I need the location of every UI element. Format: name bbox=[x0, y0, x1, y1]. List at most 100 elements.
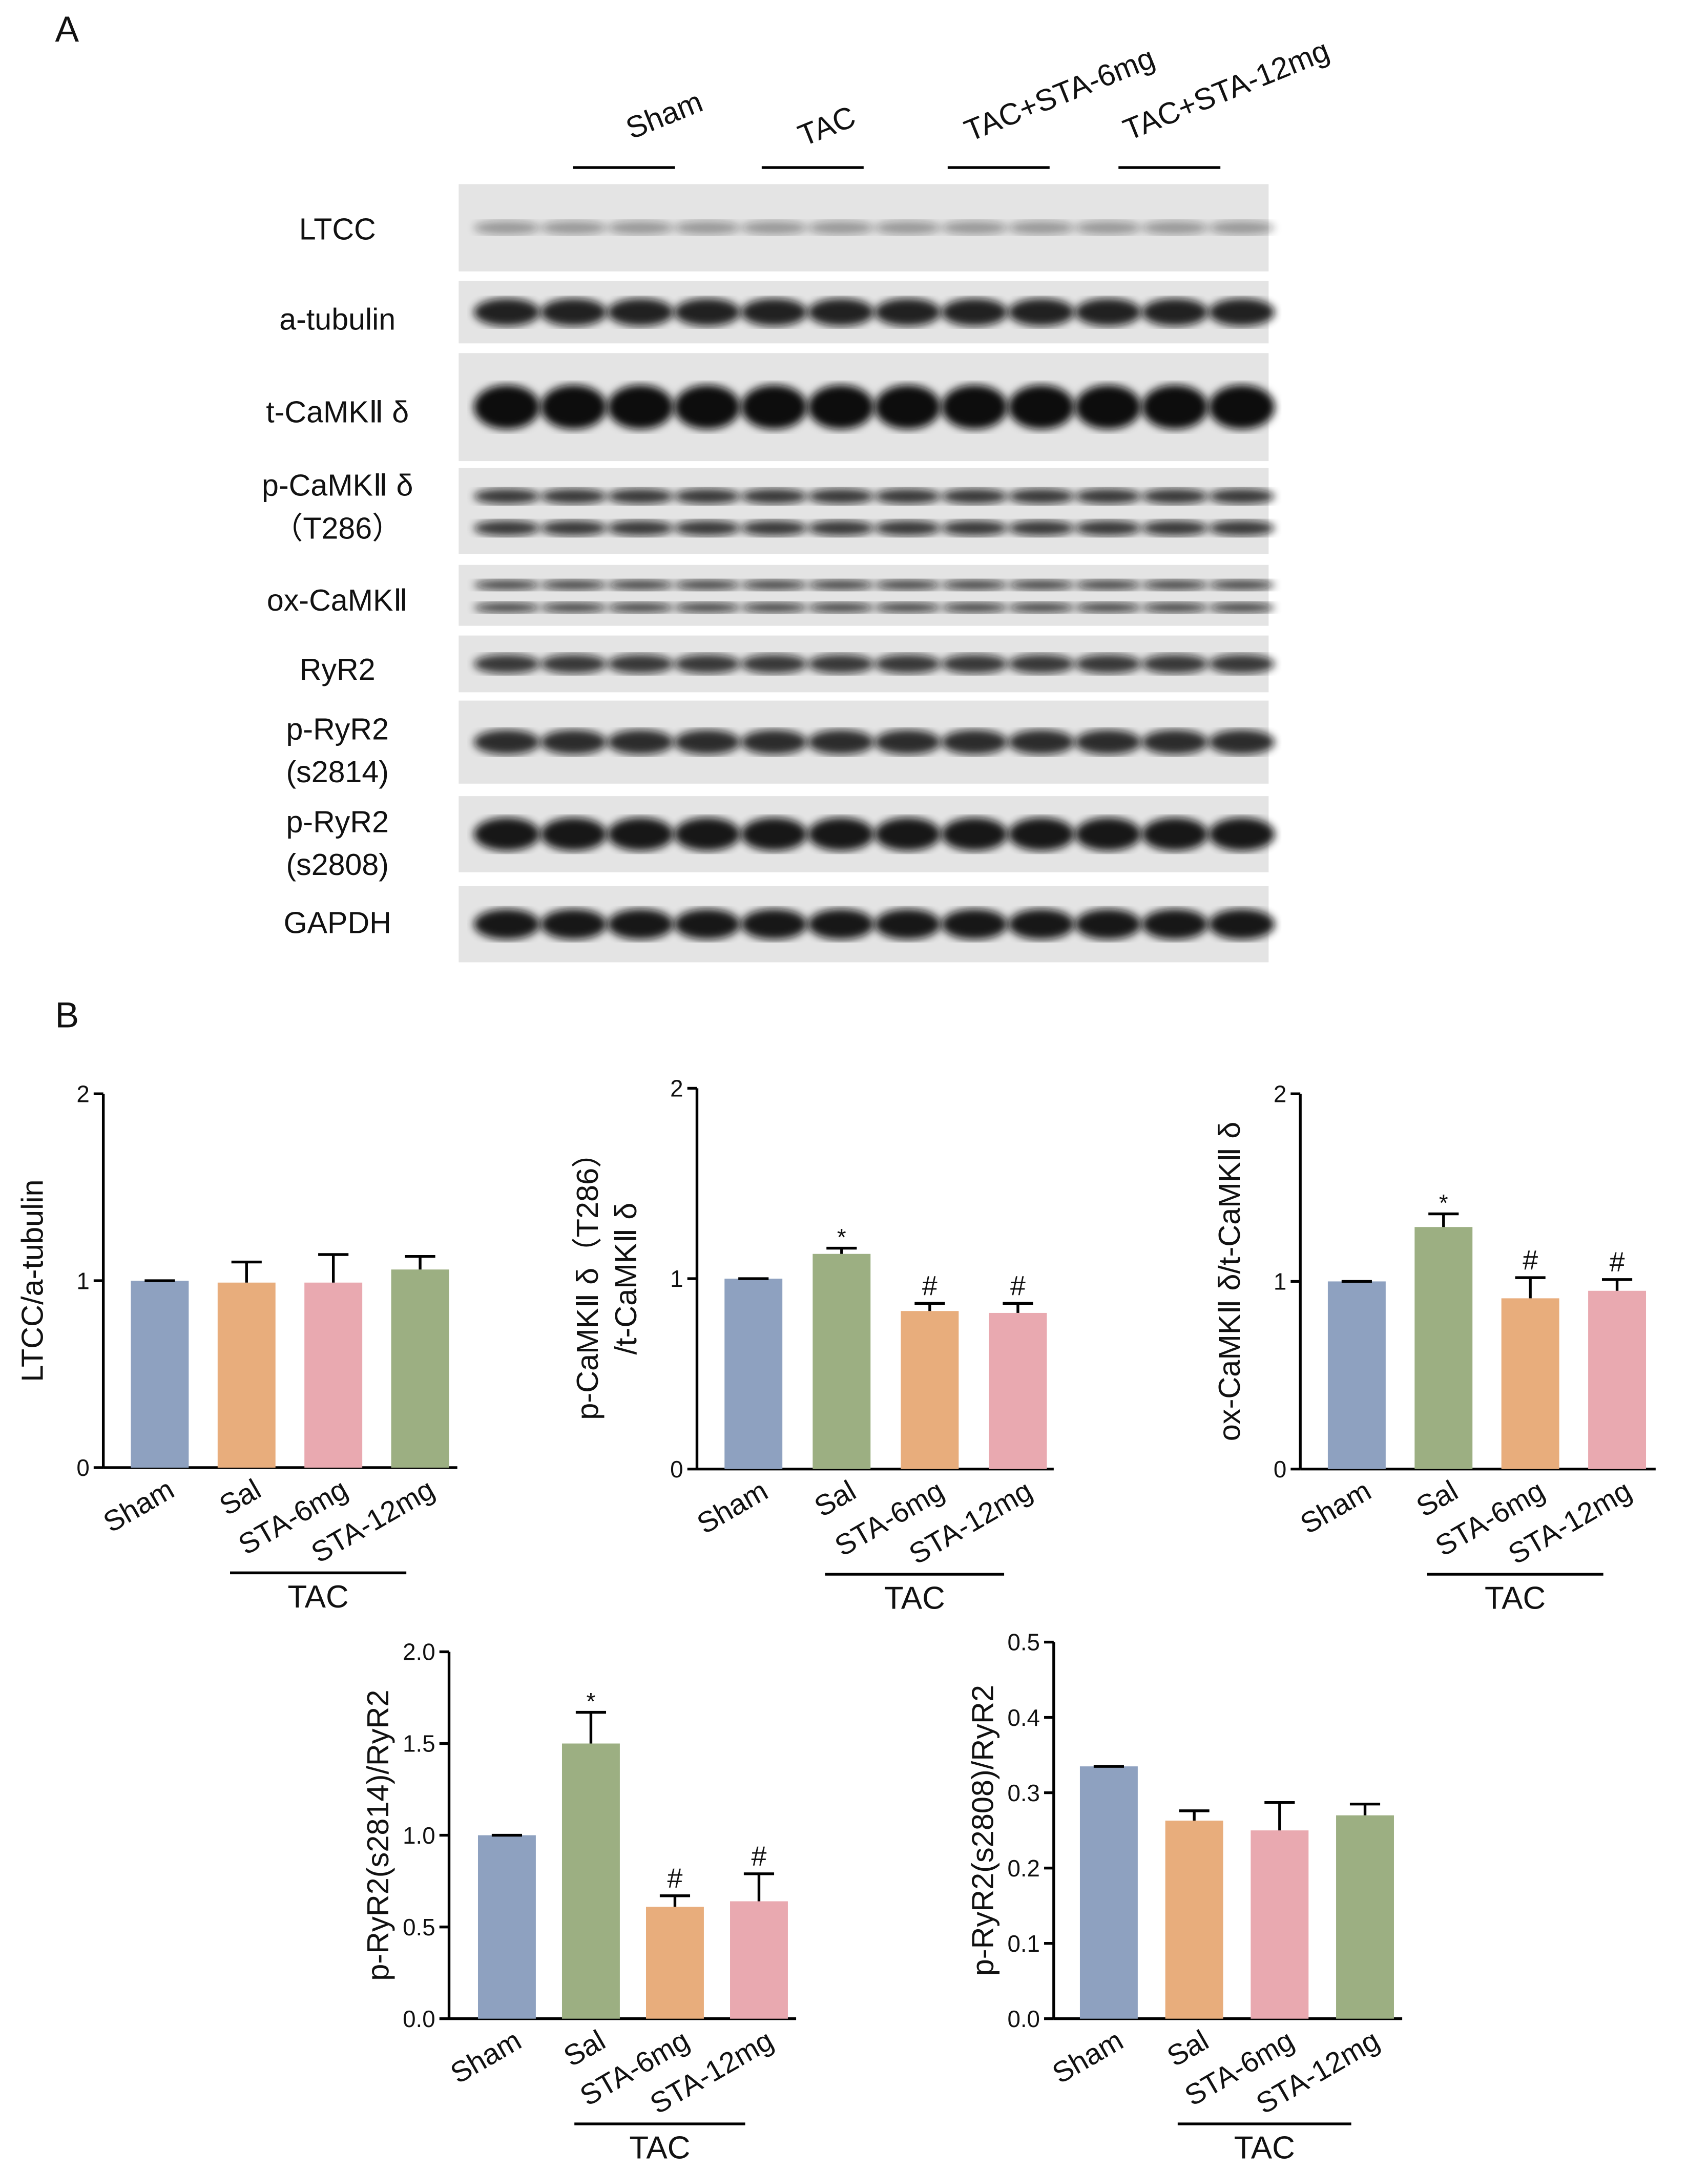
blot-band bbox=[1209, 385, 1275, 429]
y-tick-label: 0.4 bbox=[1007, 1705, 1040, 1731]
bar bbox=[1501, 1298, 1559, 1469]
blot-row-label: GAPDH bbox=[284, 906, 391, 940]
x-tick-label: Sal bbox=[214, 1473, 266, 1522]
bar bbox=[561, 1743, 620, 2019]
blot-row-label: （T286） bbox=[273, 511, 402, 545]
blot-band bbox=[607, 818, 674, 851]
blot-band bbox=[540, 654, 607, 674]
error-bar bbox=[1003, 1302, 1033, 1313]
blot-row-label: LTCC bbox=[299, 212, 376, 246]
error-bar bbox=[231, 1260, 262, 1283]
y-axis-label: LTCC/a-tubulin bbox=[15, 1179, 49, 1382]
y-axis-label: /t-CaMKⅡ δ bbox=[609, 1203, 643, 1355]
blot-row-label: ox-CaMKⅡ bbox=[267, 583, 408, 617]
blot-row-label: p-CaMKⅡ δ bbox=[262, 468, 413, 502]
blot-band bbox=[1075, 221, 1141, 235]
blot-band bbox=[1008, 520, 1075, 536]
y-tick-label: 2.0 bbox=[403, 1639, 435, 1665]
bar bbox=[646, 1907, 704, 2019]
significance-label: # bbox=[752, 1841, 767, 1871]
blot-band bbox=[1141, 909, 1208, 940]
blot-band bbox=[941, 602, 1008, 613]
blot-band bbox=[874, 298, 941, 326]
significance-label: * bbox=[1439, 1190, 1448, 1216]
blot-band bbox=[1209, 909, 1275, 940]
blot-band bbox=[674, 818, 741, 851]
blot-band bbox=[741, 488, 807, 505]
bar bbox=[901, 1311, 959, 1469]
blot-band bbox=[1141, 579, 1208, 591]
panel-label: B bbox=[55, 995, 79, 1035]
blot-band bbox=[1209, 654, 1275, 674]
blot-band bbox=[473, 298, 540, 326]
y-tick-label: 2 bbox=[670, 1076, 683, 1102]
y-axis-label: ox-CaMKⅡ δ/t-CaMKⅡ δ bbox=[1212, 1122, 1246, 1442]
bar bbox=[477, 1835, 536, 2019]
blot-band bbox=[874, 909, 941, 940]
y-tick-label: 1 bbox=[670, 1266, 683, 1292]
blot-band bbox=[1008, 579, 1075, 591]
error-bar bbox=[405, 1255, 435, 1270]
y-tick-label: 0.5 bbox=[1007, 1630, 1040, 1656]
blot-row-label: p-RyR2 bbox=[286, 712, 388, 746]
blot-band bbox=[741, 602, 807, 613]
blot-band bbox=[607, 729, 674, 755]
blot-band bbox=[807, 909, 874, 940]
blot-band bbox=[1209, 729, 1275, 755]
blot-band bbox=[1209, 818, 1275, 851]
blot-band bbox=[741, 520, 807, 536]
bar bbox=[1414, 1227, 1473, 1469]
error-bar bbox=[659, 1894, 691, 1907]
group-label: TAC bbox=[1234, 2131, 1295, 2166]
bar bbox=[1079, 1766, 1138, 2019]
significance-label: * bbox=[837, 1224, 846, 1250]
error-bar bbox=[826, 1246, 857, 1254]
blot-band bbox=[1209, 520, 1275, 536]
blot-band bbox=[473, 909, 540, 940]
blot-band bbox=[874, 488, 941, 505]
y-tick-label: 0.1 bbox=[1007, 1931, 1040, 1957]
blot-band bbox=[1141, 520, 1208, 536]
group-label: TAC bbox=[288, 1579, 349, 1615]
blot-band bbox=[741, 818, 807, 851]
y-tick-label: 0.3 bbox=[1007, 1780, 1040, 1806]
blot-band bbox=[473, 818, 540, 851]
y-tick-label: 1.0 bbox=[403, 1823, 435, 1849]
y-tick-label: 1 bbox=[76, 1268, 89, 1294]
blot-band bbox=[807, 729, 874, 755]
blot-band bbox=[941, 654, 1008, 674]
blot-band bbox=[1075, 729, 1141, 755]
x-tick-label: Sham bbox=[692, 1474, 773, 1540]
blot-band bbox=[941, 579, 1008, 591]
blot-band bbox=[1075, 909, 1141, 940]
blot-band bbox=[941, 385, 1008, 429]
blot-band bbox=[607, 488, 674, 505]
blot-band bbox=[941, 818, 1008, 851]
significance-label: # bbox=[1523, 1245, 1538, 1276]
group-label: TAC bbox=[793, 99, 860, 153]
blot-band bbox=[807, 520, 874, 536]
blot-band bbox=[807, 298, 874, 326]
blot-band bbox=[874, 221, 941, 235]
blot-row-label: p-RyR2 bbox=[286, 804, 388, 839]
x-tick-label: Sal bbox=[558, 2023, 611, 2073]
blot-band bbox=[741, 221, 807, 235]
significance-label: # bbox=[1010, 1270, 1026, 1301]
blot-band bbox=[674, 602, 741, 613]
y-tick-label: 2 bbox=[1274, 1081, 1286, 1107]
bar bbox=[1327, 1281, 1386, 1469]
blot-band bbox=[1141, 729, 1208, 755]
y-tick-label: 0.0 bbox=[1007, 2006, 1040, 2032]
blot-band bbox=[1075, 298, 1141, 326]
blot-row-label: (s2808) bbox=[286, 847, 389, 882]
blot-band bbox=[607, 520, 674, 536]
y-axis-label: p-CaMKⅡ δ（T286） bbox=[570, 1137, 605, 1420]
blot-band bbox=[1141, 298, 1208, 326]
blot-band bbox=[874, 385, 941, 429]
bar bbox=[1336, 1815, 1394, 2019]
blot-band bbox=[741, 385, 807, 429]
group-label: TAC bbox=[884, 1581, 945, 1616]
blot-band bbox=[674, 909, 741, 940]
blot-band bbox=[874, 579, 941, 591]
blot-band bbox=[1075, 385, 1141, 429]
